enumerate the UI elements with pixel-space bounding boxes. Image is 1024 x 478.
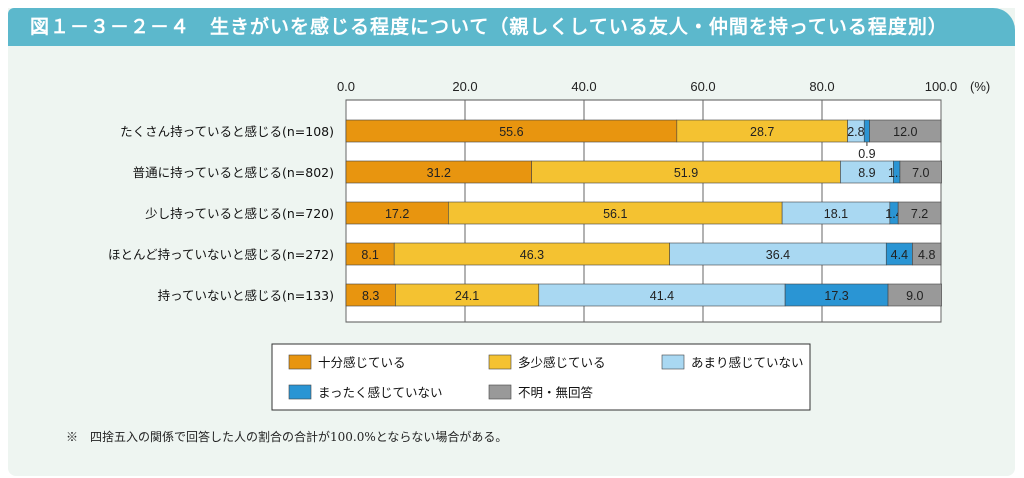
- x-tick-label: 60.0: [690, 79, 715, 94]
- data-label: 4.8: [918, 248, 935, 262]
- legend-label: あまり感じていない: [691, 355, 804, 370]
- data-label: 28.7: [750, 125, 774, 139]
- footnote: ※ 四捨五入の関係で回答した人の割合の合計が100.0%とならない場合がある。: [66, 430, 508, 444]
- legend-box: [271, 343, 811, 411]
- data-label: 17.2: [385, 207, 409, 221]
- chart-title: 図１－３－２－４ 生きがいを感じる程度について（親しくしている友人・仲間を持って…: [30, 16, 948, 38]
- data-label: 55.6: [499, 125, 523, 139]
- legend-swatch: [488, 354, 512, 370]
- data-label: 24.1: [455, 289, 479, 303]
- data-label: 4.4: [891, 248, 908, 262]
- legend-label: 多少感じている: [518, 355, 606, 370]
- category-label: たくさん持っていると感じる(n=108): [120, 124, 334, 139]
- data-label: 31.2: [427, 166, 451, 180]
- category-label: 普通に持っていると感じる(n=802): [133, 165, 334, 180]
- bar-segment: [887, 283, 942, 307]
- data-label: 12.0: [893, 125, 917, 139]
- legend-label: 十分感じている: [318, 355, 406, 370]
- legend-label: まったく感じていない: [318, 385, 443, 400]
- data-label: 8.9: [858, 166, 875, 180]
- data-label: 46.3: [520, 248, 544, 262]
- x-tick-label: 80.0: [809, 79, 834, 94]
- data-label: 17.3: [824, 289, 848, 303]
- x-tick-label: 0.0: [337, 79, 355, 94]
- bar-segment: [869, 119, 942, 143]
- title-bar: 図１－３－２－４ 生きがいを感じる程度について（親しくしている友人・仲間を持って…: [8, 8, 1015, 46]
- data-label: 36.4: [766, 248, 790, 262]
- bar-segment: [897, 201, 942, 225]
- callout-label: 0.9: [858, 147, 875, 161]
- data-label: 7.0: [912, 166, 929, 180]
- category-label: 持っていないと感じる(n=133): [158, 288, 334, 303]
- x-tick-label: 20.0: [452, 79, 477, 94]
- data-label: 8.3: [362, 289, 379, 303]
- data-label: 51.9: [674, 166, 698, 180]
- x-tick-label: 100.0: [925, 79, 958, 94]
- data-label: 41.4: [650, 289, 674, 303]
- legend-label: 不明・無回答: [518, 385, 594, 400]
- legend-swatch: [661, 354, 685, 370]
- data-label: 18.1: [824, 207, 848, 221]
- data-label: 8.1: [361, 248, 378, 262]
- data-label: 56.1: [603, 207, 627, 221]
- legend-swatch: [488, 384, 512, 400]
- x-axis-unit: (%): [970, 79, 990, 94]
- x-tick-label: 40.0: [571, 79, 596, 94]
- bar-segment: [912, 242, 942, 266]
- category-label: 少し持っていると感じる(n=720): [145, 206, 334, 221]
- data-label: 7.2: [911, 207, 928, 221]
- bar-segment: [863, 119, 870, 143]
- bar-segment: [899, 160, 942, 184]
- legend-swatch: [288, 384, 312, 400]
- legend-swatch: [288, 354, 312, 370]
- data-label: 9.0: [906, 289, 923, 303]
- category-label: ほとんど持っていないと感じる(n=272): [108, 247, 334, 262]
- data-label: 2.8: [847, 125, 864, 139]
